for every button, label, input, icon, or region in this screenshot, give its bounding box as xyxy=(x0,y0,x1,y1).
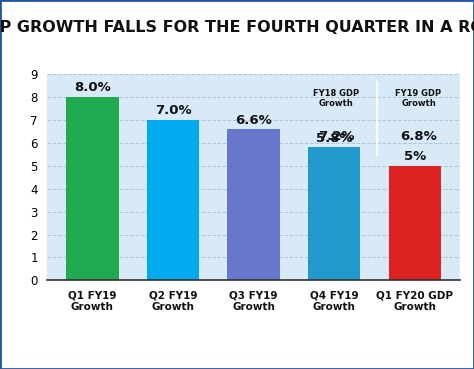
Bar xyxy=(147,120,199,280)
Bar xyxy=(308,147,360,280)
Text: IANS GRAPHICS: IANS GRAPHICS xyxy=(320,340,424,354)
Bar xyxy=(228,129,280,280)
Text: 6.6%: 6.6% xyxy=(235,114,272,127)
Text: GDP GROWTH FALLS FOR THE FOURTH QUARTER IN A ROW: GDP GROWTH FALLS FOR THE FOURTH QUARTER … xyxy=(0,20,474,35)
Bar xyxy=(66,97,118,280)
Bar xyxy=(389,166,441,280)
Text: 8.0%: 8.0% xyxy=(74,82,111,94)
Text: 7.0%: 7.0% xyxy=(155,104,191,117)
Text: 5.8%: 5.8% xyxy=(316,132,353,145)
Text: 5%: 5% xyxy=(404,150,426,163)
